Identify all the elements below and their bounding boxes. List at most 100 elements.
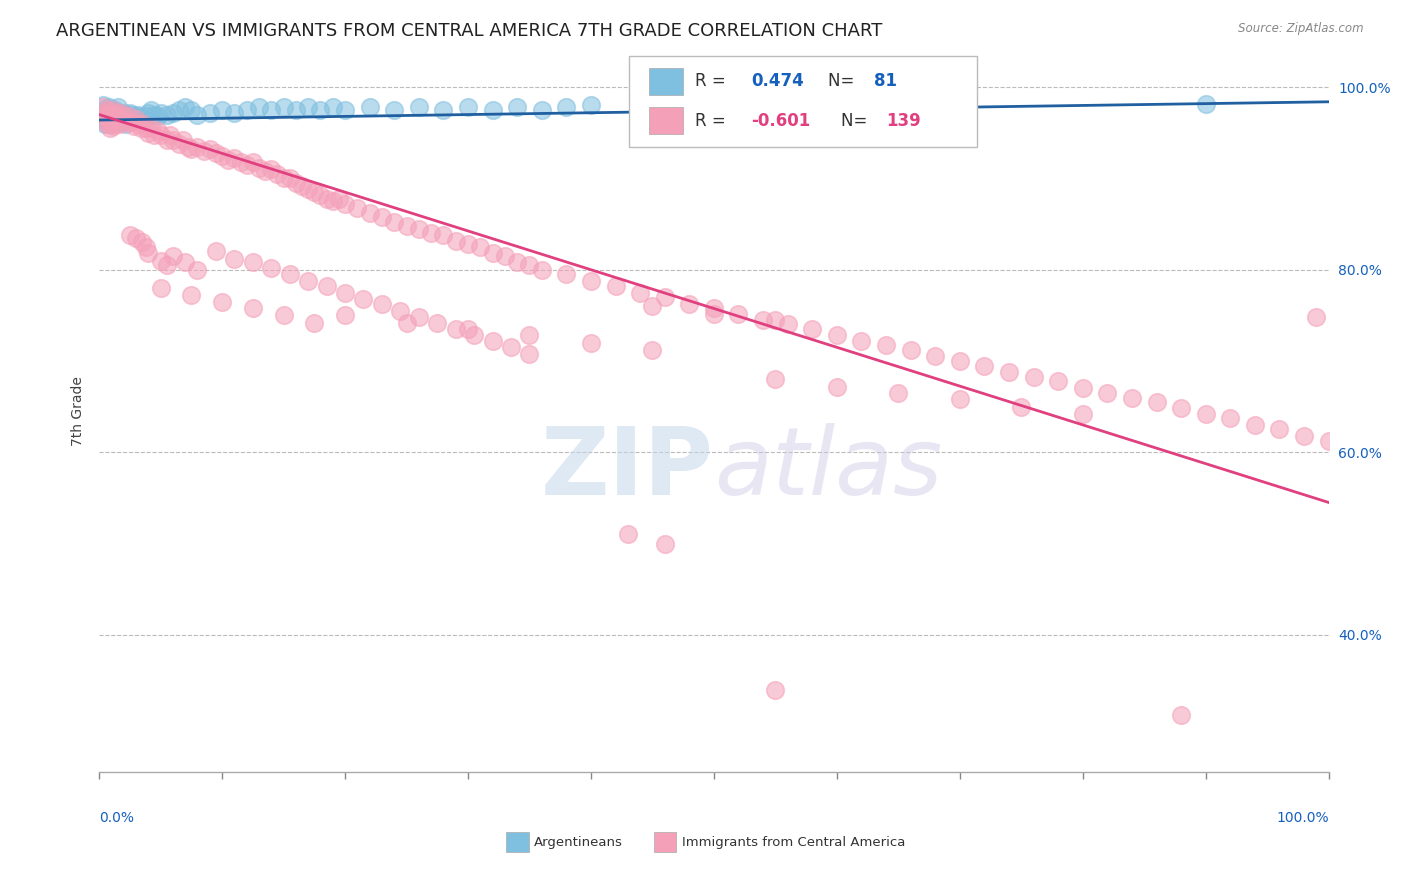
Point	[193, 144, 215, 158]
Point	[763, 682, 786, 697]
Point	[382, 103, 405, 117]
Point	[389, 303, 412, 318]
Point	[1146, 395, 1168, 409]
Point	[98, 105, 121, 120]
Point	[457, 322, 479, 336]
Point	[162, 249, 184, 263]
Point	[143, 128, 166, 142]
Point	[229, 155, 252, 169]
Point	[752, 313, 775, 327]
Point	[186, 139, 208, 153]
Point	[900, 343, 922, 357]
Point	[1097, 386, 1119, 401]
Point	[211, 294, 233, 309]
Point	[463, 328, 485, 343]
Point	[100, 103, 122, 117]
Point	[654, 536, 676, 550]
Point	[1047, 374, 1070, 388]
Point	[174, 255, 197, 269]
Point	[260, 162, 283, 177]
Point	[98, 109, 121, 123]
Point	[107, 112, 129, 127]
Point	[481, 246, 503, 260]
Text: 0.474: 0.474	[751, 72, 803, 90]
Point	[801, 322, 824, 336]
Point	[506, 100, 529, 114]
Point	[1292, 429, 1315, 443]
Point	[1305, 310, 1327, 325]
Point	[395, 316, 418, 330]
Point	[333, 309, 356, 323]
Point	[727, 306, 749, 320]
Point	[678, 297, 700, 311]
Point	[628, 285, 651, 300]
Point	[91, 100, 114, 114]
Point	[129, 121, 152, 136]
Point	[333, 197, 356, 211]
Point	[111, 109, 134, 123]
Point	[100, 117, 122, 131]
Point	[103, 115, 125, 129]
Point	[104, 103, 127, 117]
Point	[444, 234, 467, 248]
Point	[159, 128, 181, 142]
Point	[211, 103, 233, 117]
Point	[887, 386, 910, 401]
Point	[322, 100, 344, 114]
Point	[121, 107, 143, 121]
Point	[555, 100, 578, 114]
Point	[180, 103, 202, 117]
Text: Immigrants from Central America: Immigrants from Central America	[682, 836, 905, 848]
Point	[101, 119, 124, 133]
Point	[108, 117, 131, 131]
Point	[703, 306, 725, 320]
Point	[149, 253, 172, 268]
Point	[98, 107, 121, 121]
Point	[118, 228, 141, 243]
Point	[851, 334, 873, 348]
Point	[125, 231, 148, 245]
Point	[110, 107, 132, 121]
Point	[172, 133, 194, 147]
Point	[94, 117, 117, 131]
Point	[426, 316, 449, 330]
Y-axis label: 7th Grade: 7th Grade	[72, 376, 86, 446]
Text: Source: ZipAtlas.com: Source: ZipAtlas.com	[1239, 22, 1364, 36]
Point	[180, 288, 202, 302]
Point	[127, 117, 149, 131]
FancyBboxPatch shape	[648, 107, 683, 134]
Text: atlas: atlas	[714, 424, 942, 515]
Point	[103, 109, 125, 123]
Point	[94, 109, 117, 123]
Point	[266, 167, 288, 181]
Point	[776, 318, 799, 332]
Point	[180, 142, 202, 156]
Point	[371, 210, 394, 224]
Point	[139, 121, 162, 136]
Point	[1268, 422, 1291, 436]
Point	[112, 112, 135, 127]
Point	[104, 107, 127, 121]
Point	[93, 105, 115, 120]
Point	[98, 117, 121, 131]
Text: 100.0%: 100.0%	[1277, 812, 1329, 825]
Point	[205, 244, 228, 259]
Point	[579, 335, 602, 350]
Point	[353, 292, 375, 306]
Point	[117, 107, 139, 121]
Point	[149, 105, 172, 120]
Point	[432, 228, 454, 243]
Point	[457, 237, 479, 252]
Point	[107, 109, 129, 123]
Point	[949, 392, 972, 407]
Point	[100, 115, 122, 129]
Point	[186, 107, 208, 121]
Point	[346, 201, 368, 215]
Point	[315, 279, 337, 293]
Point	[273, 171, 295, 186]
Text: -0.601: -0.601	[751, 112, 810, 129]
Point	[408, 221, 430, 235]
Point	[120, 109, 142, 123]
Point	[101, 112, 124, 127]
Point	[825, 96, 848, 111]
